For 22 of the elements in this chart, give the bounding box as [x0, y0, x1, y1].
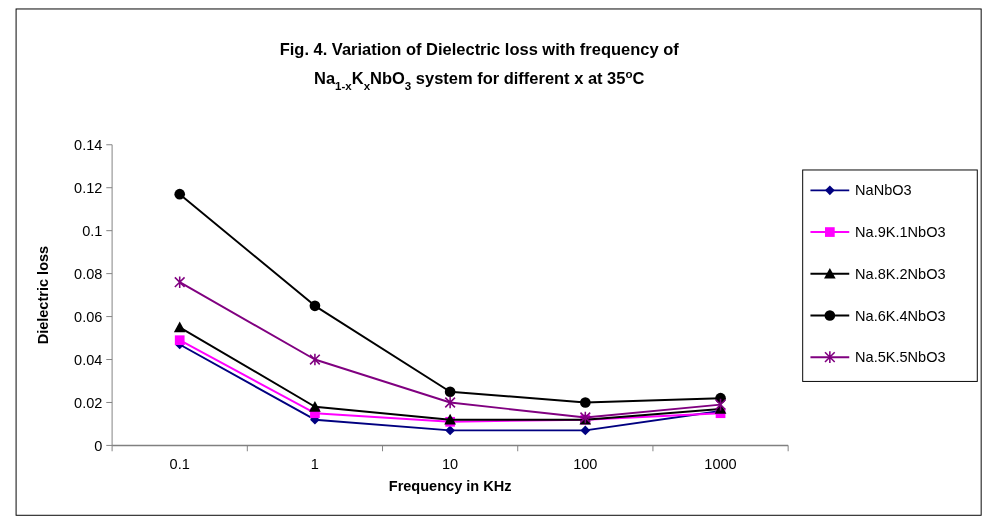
legend-label: NaNbO3 — [855, 182, 912, 199]
y-tick-label: 0.12 — [74, 179, 103, 196]
x-tick-label: 100 — [573, 455, 598, 472]
y-tick-label: 0.08 — [74, 265, 103, 282]
y-tick-label: 0.14 — [74, 136, 103, 153]
x-tick-label: 1 — [310, 455, 319, 472]
text: Na$_{1-x}$K$_{x}$NbO$_{3}$ system for different x at 35$^{o}$C — [314, 67, 645, 92]
legend-label: Na.5K.5NbO3 — [855, 349, 946, 366]
x-axis-title: Frequency in KHz — [388, 478, 512, 495]
x-tick-label: 0.1 — [169, 455, 190, 472]
chart-title: Fig. 4. Variation of Dielectric loss with frequency of — [279, 39, 680, 58]
y-tick-label: 0.02 — [74, 394, 103, 411]
legend-label: Na.6K.4NbO3 — [855, 307, 946, 324]
y-axis-title: Dielectric loss — [35, 245, 52, 345]
legend-label: Na.8K.2NbO3 — [855, 265, 946, 282]
y-tick-label: 0.1 — [82, 222, 103, 239]
y-tick-label: 0.04 — [74, 351, 103, 368]
x-tick-label: 10 — [442, 455, 459, 472]
legend-label: Na.9K.1NbO3 — [855, 224, 946, 241]
y-tick-label: 0.06 — [74, 308, 103, 325]
x-tick-label: 1000 — [704, 455, 737, 472]
y-tick-label: 0 — [94, 437, 103, 454]
